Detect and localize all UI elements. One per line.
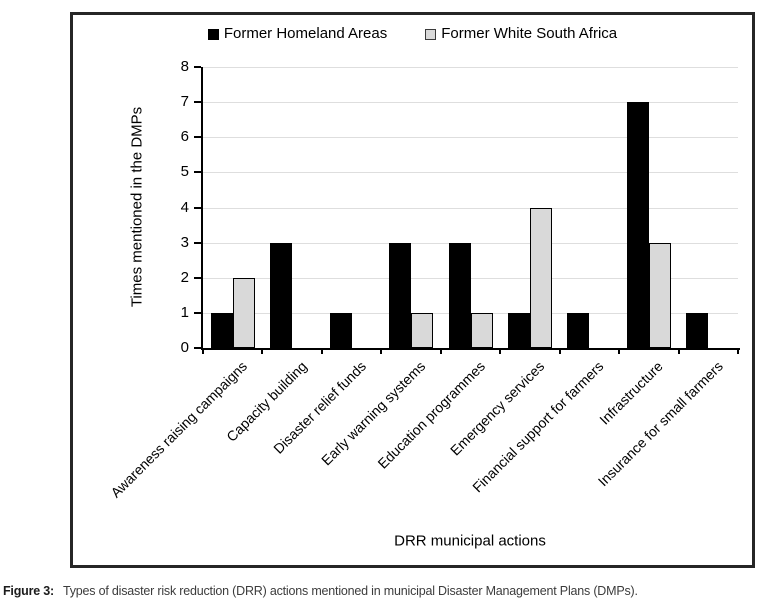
y-axis-title: Times mentioned in the DMPs xyxy=(128,106,146,308)
y-tick-label: 5 xyxy=(180,163,189,181)
figure-caption: Figure 3: Types of disaster risk reducti… xyxy=(3,584,638,599)
y-tick-label: 7 xyxy=(180,93,189,111)
y-tick-label: 4 xyxy=(180,198,189,216)
gridline xyxy=(203,277,738,279)
x-tick-mark xyxy=(261,348,264,354)
y-tick-label: 3 xyxy=(180,233,189,251)
y-tick-label: 2 xyxy=(180,268,189,286)
y-tick-mark xyxy=(194,311,201,314)
legend-label: Former Homeland Areas xyxy=(223,25,388,42)
y-tick-mark xyxy=(194,347,201,349)
x-tick-mark xyxy=(202,348,204,354)
y-tick-label: 6 xyxy=(180,128,189,146)
x-tick-mark xyxy=(499,348,502,354)
bar xyxy=(411,312,434,348)
x-tick-mark xyxy=(439,348,442,354)
gridline xyxy=(203,102,738,104)
gridline xyxy=(203,137,738,139)
y-tick-mark xyxy=(194,136,201,139)
y-tick-mark xyxy=(194,276,201,279)
chart-figure-box: Former Homeland Areas Former White South… xyxy=(70,12,755,568)
y-tick-mark xyxy=(194,101,201,104)
bar xyxy=(648,242,671,348)
bar xyxy=(686,312,709,348)
bar xyxy=(529,207,552,348)
x-tick-mark xyxy=(677,348,680,354)
x-tick-mark xyxy=(558,348,561,354)
gridline xyxy=(203,242,738,244)
chart-legend: Former Homeland Areas Former White South… xyxy=(73,25,752,43)
bar xyxy=(210,312,233,348)
bar xyxy=(626,102,649,348)
x-tick-mark xyxy=(737,348,739,354)
x-axis-title: DRR municipal actions xyxy=(394,532,546,550)
y-tick-label: 1 xyxy=(180,303,189,321)
y-tick-mark xyxy=(194,241,201,244)
y-axis-line xyxy=(201,67,203,348)
x-category-label: Education programmes xyxy=(374,358,488,472)
y-tick-mark xyxy=(194,171,201,174)
y-tick-mark xyxy=(194,66,201,68)
figure-caption-text: Types of disaster risk reduction (DRR) a… xyxy=(63,584,638,598)
gridline xyxy=(203,172,738,174)
x-category-label: Insurance for small farmers xyxy=(594,358,726,490)
x-tick-mark xyxy=(380,348,383,354)
legend-swatch-gray-square-icon xyxy=(425,28,437,40)
figure-caption-label: Figure 3: xyxy=(3,584,54,598)
legend-swatch-black-square-icon xyxy=(207,28,219,40)
x-tick-mark xyxy=(618,348,621,354)
gridline xyxy=(203,67,738,68)
x-category-label: Early warning systems xyxy=(318,358,429,469)
legend-label: Former White South Africa xyxy=(441,25,618,42)
y-tick-mark xyxy=(194,206,201,209)
bar xyxy=(232,277,255,348)
bar xyxy=(448,242,471,348)
x-axis-line xyxy=(201,348,740,350)
gridline xyxy=(203,207,738,209)
bar xyxy=(470,312,493,348)
y-tick-label: 8 xyxy=(180,58,189,75)
bar xyxy=(270,242,293,348)
legend-item-former-white-south-africa: Former White South Africa xyxy=(425,25,617,43)
bar xyxy=(329,312,352,348)
bar xyxy=(507,312,530,348)
bar xyxy=(567,312,590,348)
bar xyxy=(389,242,412,348)
x-tick-mark xyxy=(320,348,323,354)
y-tick-label: 0 xyxy=(180,339,189,356)
legend-item-former-homeland-areas: Former Homeland Areas xyxy=(207,25,388,43)
